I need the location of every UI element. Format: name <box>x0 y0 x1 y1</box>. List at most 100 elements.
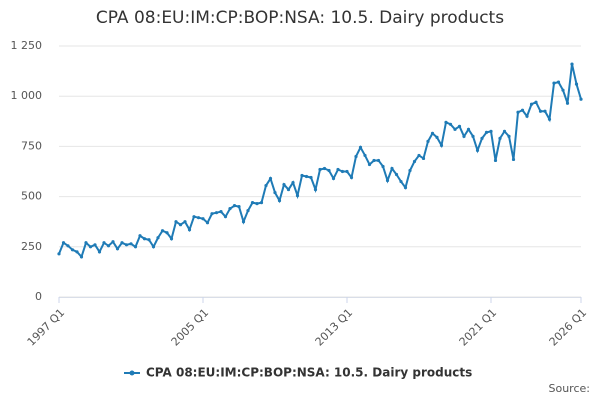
data-point <box>151 245 156 249</box>
data-point <box>232 204 237 208</box>
data-point <box>259 201 264 205</box>
data-point <box>201 217 205 221</box>
data-point <box>349 175 354 180</box>
data-point <box>304 174 309 179</box>
data-point <box>237 205 241 209</box>
x-tick-label: 1997 Q1 <box>25 306 68 349</box>
data-point <box>106 244 111 248</box>
data-point <box>192 215 196 219</box>
data-point <box>408 168 412 173</box>
data-point <box>444 120 448 124</box>
data-point <box>471 134 475 138</box>
data-point <box>462 134 466 138</box>
data-point <box>502 129 507 133</box>
data-point <box>129 242 133 246</box>
data-point <box>529 102 534 106</box>
data-point <box>210 212 214 216</box>
data-point <box>273 190 277 195</box>
data-point <box>57 252 61 256</box>
data-point <box>552 81 556 85</box>
data-point <box>457 124 462 128</box>
data-point <box>381 164 385 169</box>
data-point <box>124 243 129 247</box>
data-point <box>570 62 574 66</box>
data-point <box>120 241 124 245</box>
chart-title: CPA 08:EU:IM:CP:BOP:NSA: 10.5. Dairy pro… <box>96 8 504 28</box>
data-point <box>219 210 223 214</box>
data-point <box>345 169 349 174</box>
x-tick-label: 2005 Q1 <box>169 306 212 349</box>
y-tick-label: 500 <box>21 190 42 203</box>
data-point <box>138 234 142 238</box>
data-point <box>511 157 516 162</box>
data-point <box>133 245 138 249</box>
data-point <box>286 187 291 192</box>
data-point <box>313 187 318 192</box>
data-point <box>84 241 88 245</box>
data-point <box>75 250 79 254</box>
data-point <box>538 109 543 113</box>
x-tick-label: 2013 Q1 <box>313 306 356 349</box>
data-point <box>295 193 300 198</box>
data-point <box>241 220 246 224</box>
data-point <box>102 241 106 245</box>
y-tick-label: 750 <box>21 139 42 152</box>
data-point <box>331 176 336 181</box>
data-point <box>111 240 115 244</box>
data-point <box>498 136 502 140</box>
data-point <box>187 228 192 232</box>
data-point <box>412 159 417 164</box>
x-tick-label: 2026 Q1 <box>547 306 590 349</box>
data-point <box>174 220 178 224</box>
data-point <box>183 220 187 224</box>
data-point <box>561 88 565 92</box>
data-point <box>196 216 201 220</box>
data-point <box>354 154 358 159</box>
data-point <box>516 110 520 114</box>
data-point <box>147 238 151 242</box>
data-point <box>363 153 367 158</box>
data-point <box>318 167 322 172</box>
data-point <box>115 247 120 251</box>
data-point <box>246 209 250 213</box>
data-point <box>579 97 583 101</box>
data-point <box>268 176 273 181</box>
data-point <box>70 248 75 252</box>
data-point <box>448 122 453 126</box>
data-point <box>525 114 529 118</box>
data-point <box>417 153 421 158</box>
data-point <box>439 143 444 147</box>
data-point <box>565 101 570 105</box>
data-point <box>169 237 174 241</box>
data-point <box>376 158 381 163</box>
data-point <box>309 175 313 180</box>
data-point <box>466 127 471 131</box>
data-point <box>223 215 228 219</box>
data-point <box>291 180 295 185</box>
data-point <box>336 167 340 172</box>
data-point <box>142 237 147 241</box>
data-point <box>255 202 259 206</box>
data-point <box>214 211 219 215</box>
data-point <box>403 185 408 190</box>
y-tick-label: 0 <box>35 290 42 303</box>
data-point <box>453 127 457 131</box>
data-point <box>322 166 327 171</box>
data-point <box>390 166 394 171</box>
data-point <box>489 129 493 133</box>
data-point <box>61 241 66 245</box>
data-point <box>282 182 286 187</box>
data-point <box>507 134 511 138</box>
y-tick-label: 1 000 <box>11 89 43 102</box>
legend-label: CPA 08:EU:IM:CP:BOP:NSA: 10.5. Dairy pro… <box>146 366 472 380</box>
data-point <box>426 139 430 143</box>
data-point <box>156 236 160 240</box>
data-point <box>88 245 93 249</box>
data-point <box>399 179 403 184</box>
data-point <box>165 231 169 235</box>
source: Source: <box>549 382 591 395</box>
data-point <box>205 221 210 225</box>
y-tick-label: 250 <box>21 240 42 253</box>
data-point <box>300 173 304 178</box>
